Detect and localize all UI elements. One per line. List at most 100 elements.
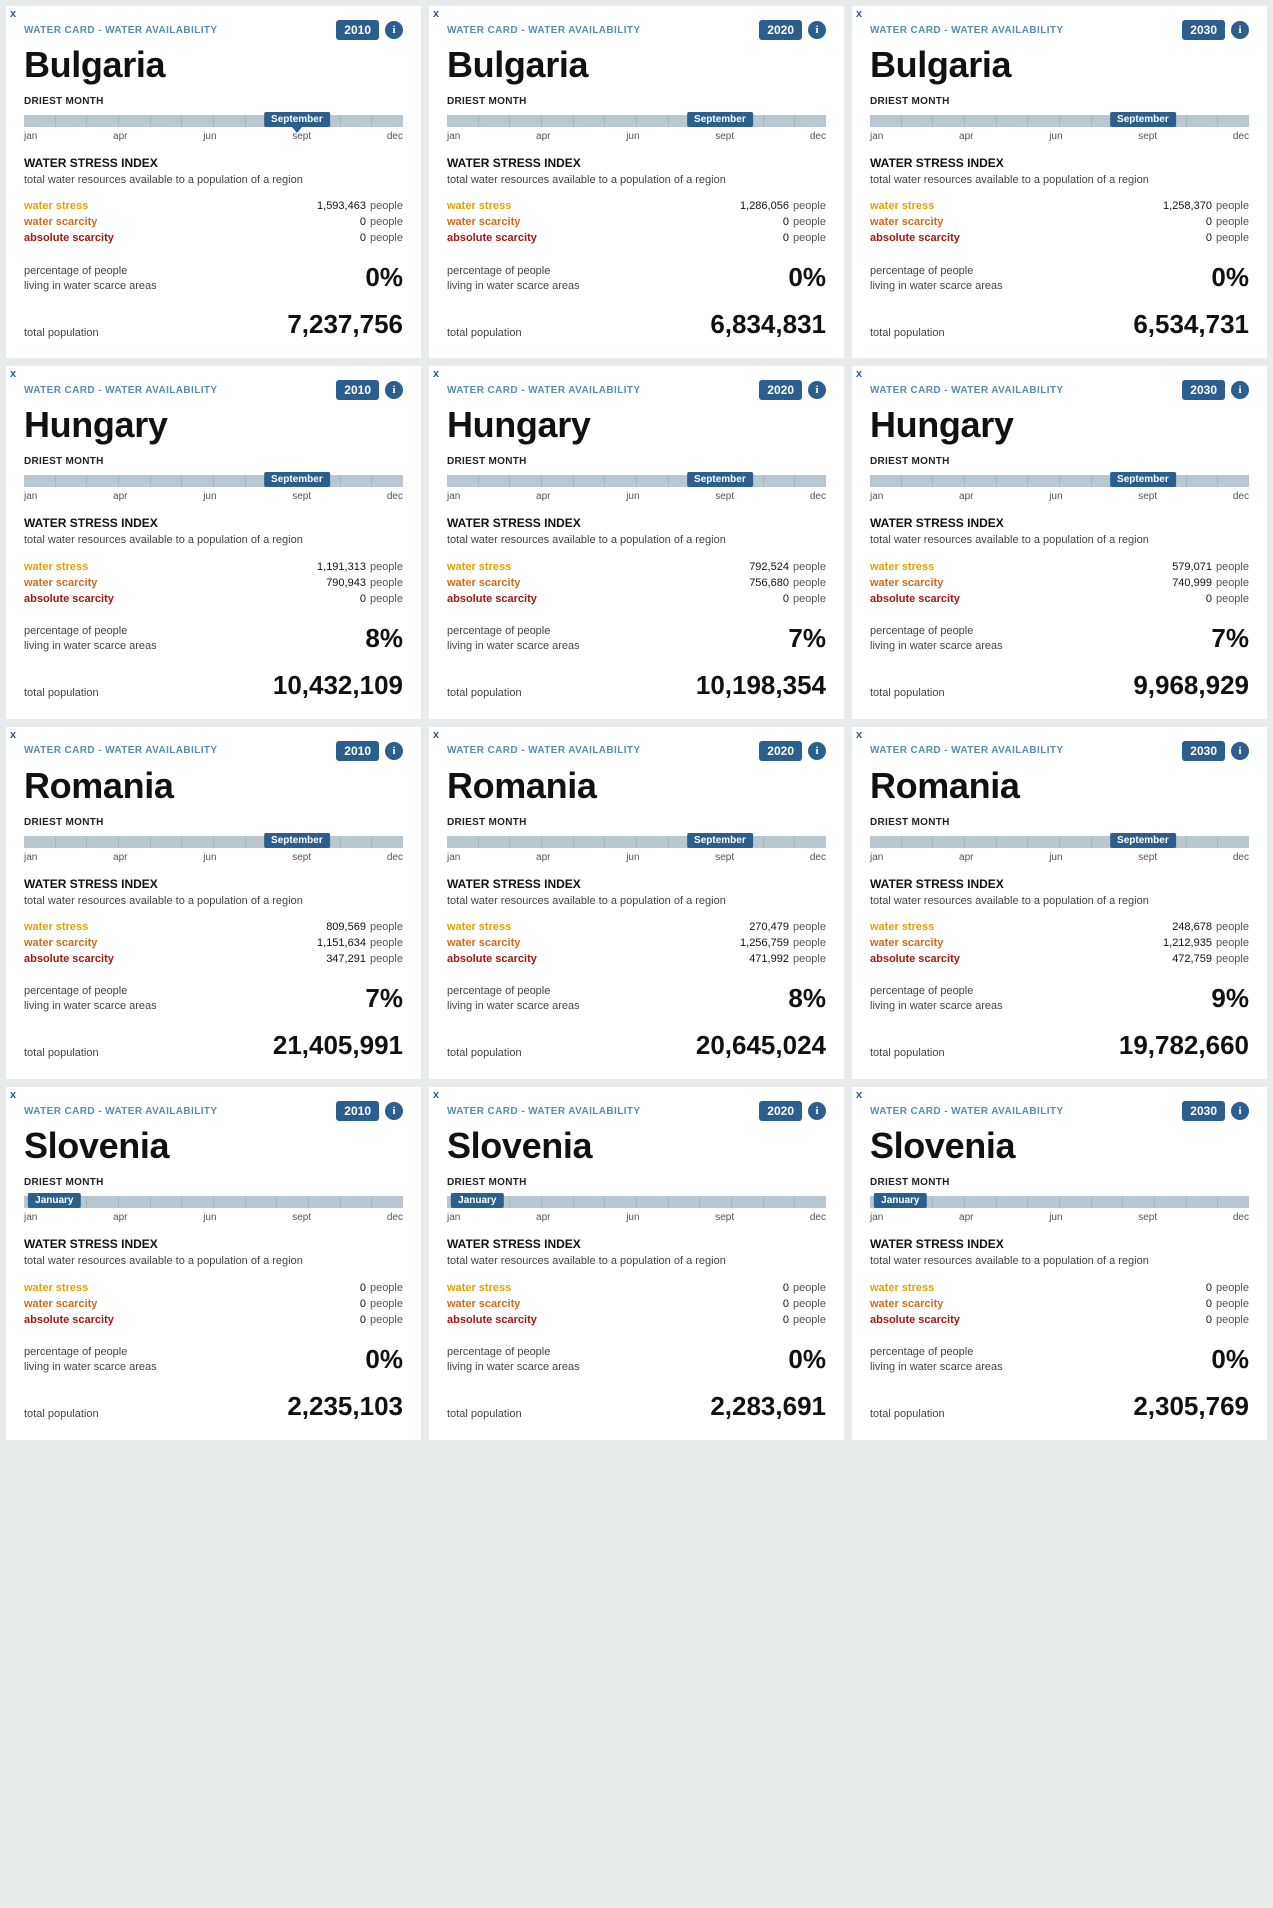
value-absolute-scarcity: 0 bbox=[644, 593, 793, 605]
close-icon[interactable]: x bbox=[856, 1089, 862, 1101]
value-water-scarcity: 0 bbox=[221, 1298, 370, 1310]
axis-tick: jun bbox=[1049, 852, 1062, 863]
water-card: x WATER CARD - WATER AVAILABILITY 2010 i… bbox=[6, 366, 421, 718]
percent-value: 7% bbox=[788, 623, 826, 654]
population-value: 6,834,831 bbox=[710, 309, 826, 340]
label-water-scarcity: water scarcity bbox=[24, 937, 221, 949]
driest-month-pill: September bbox=[264, 472, 330, 487]
value-absolute-scarcity: 0 bbox=[221, 232, 370, 244]
month-axis: jan apr jun sept dec bbox=[447, 491, 826, 502]
info-icon[interactable]: i bbox=[808, 381, 826, 399]
row-absolute-scarcity: absolute scarcity 0 people bbox=[24, 591, 403, 607]
timeline-marker-icon bbox=[292, 127, 302, 133]
year-badge: 2030 bbox=[1182, 20, 1225, 40]
unit-people: people bbox=[793, 953, 826, 965]
value-water-scarcity: 756,680 bbox=[644, 577, 793, 589]
info-icon[interactable]: i bbox=[808, 742, 826, 760]
population-value: 2,305,769 bbox=[1133, 1391, 1249, 1422]
breadcrumb: WATER CARD - WATER AVAILABILITY bbox=[870, 385, 1064, 396]
month-axis: jan apr jun sept dec bbox=[447, 1212, 826, 1223]
row-water-stress: water stress 270,479 people bbox=[447, 919, 826, 935]
row-absolute-scarcity: absolute scarcity 0 people bbox=[870, 230, 1249, 246]
close-icon[interactable]: x bbox=[10, 368, 16, 380]
month-timeline[interactable]: September bbox=[24, 836, 403, 848]
percent-label: percentage of people living in water sca… bbox=[870, 1345, 1003, 1375]
wsi-description: total water resources available to a pop… bbox=[447, 894, 796, 909]
unit-people: people bbox=[793, 1298, 826, 1310]
wsi-title: WATER STRESS INDEX bbox=[870, 156, 1249, 170]
close-icon[interactable]: x bbox=[433, 368, 439, 380]
info-icon[interactable]: i bbox=[1231, 1102, 1249, 1120]
label-water-stress: water stress bbox=[447, 200, 644, 212]
year-badge: 2010 bbox=[336, 20, 379, 40]
month-timeline[interactable]: September bbox=[870, 475, 1249, 487]
close-icon[interactable]: x bbox=[10, 8, 16, 20]
axis-tick: dec bbox=[387, 852, 403, 863]
axis-tick: jun bbox=[203, 131, 216, 142]
close-icon[interactable]: x bbox=[433, 729, 439, 741]
month-timeline[interactable]: September bbox=[447, 115, 826, 127]
axis-tick: jan bbox=[870, 1212, 883, 1223]
unit-people: people bbox=[370, 577, 403, 589]
label-absolute-scarcity: absolute scarcity bbox=[870, 1314, 1067, 1326]
value-water-scarcity: 1,256,759 bbox=[644, 937, 793, 949]
percent-label: percentage of people living in water sca… bbox=[24, 624, 157, 654]
value-water-scarcity: 0 bbox=[1067, 216, 1216, 228]
label-absolute-scarcity: absolute scarcity bbox=[24, 953, 221, 965]
country-title: Romania bbox=[447, 765, 826, 807]
month-axis: jan apr jun sept dec bbox=[447, 852, 826, 863]
info-icon[interactable]: i bbox=[1231, 742, 1249, 760]
unit-people: people bbox=[1216, 561, 1249, 573]
value-absolute-scarcity: 471,992 bbox=[644, 953, 793, 965]
month-axis: jan apr jun sept dec bbox=[447, 131, 826, 142]
month-timeline[interactable]: September bbox=[870, 836, 1249, 848]
year-badge: 2020 bbox=[759, 380, 802, 400]
close-icon[interactable]: x bbox=[433, 8, 439, 20]
row-water-stress: water stress 0 people bbox=[870, 1280, 1249, 1296]
info-icon[interactable]: i bbox=[385, 21, 403, 39]
year-badge: 2020 bbox=[759, 1101, 802, 1121]
percent-label: percentage of people living in water sca… bbox=[447, 984, 580, 1014]
month-timeline[interactable]: January bbox=[870, 1196, 1249, 1208]
percent-label: percentage of people living in water sca… bbox=[447, 624, 580, 654]
row-water-scarcity: water scarcity 1,212,935 people bbox=[870, 935, 1249, 951]
axis-tick: jun bbox=[626, 491, 639, 502]
info-icon[interactable]: i bbox=[808, 21, 826, 39]
axis-tick: apr bbox=[536, 852, 550, 863]
driest-month-label: DRIEST MONTH bbox=[24, 817, 403, 828]
info-icon[interactable]: i bbox=[808, 1102, 826, 1120]
month-timeline[interactable]: January bbox=[24, 1196, 403, 1208]
water-card: x WATER CARD - WATER AVAILABILITY 2020 i… bbox=[429, 6, 844, 358]
year-badge: 2030 bbox=[1182, 1101, 1225, 1121]
info-icon[interactable]: i bbox=[1231, 21, 1249, 39]
axis-tick: apr bbox=[113, 131, 127, 142]
info-icon[interactable]: i bbox=[1231, 381, 1249, 399]
month-timeline[interactable]: September bbox=[24, 115, 403, 127]
driest-month-pill: September bbox=[1110, 112, 1176, 127]
population-label: total population bbox=[447, 686, 522, 701]
close-icon[interactable]: x bbox=[856, 368, 862, 380]
label-water-stress: water stress bbox=[870, 1282, 1067, 1294]
close-icon[interactable]: x bbox=[10, 1089, 16, 1101]
label-absolute-scarcity: absolute scarcity bbox=[870, 593, 1067, 605]
axis-tick: apr bbox=[113, 1212, 127, 1223]
close-icon[interactable]: x bbox=[856, 729, 862, 741]
month-timeline[interactable]: September bbox=[447, 475, 826, 487]
axis-tick: dec bbox=[1233, 852, 1249, 863]
info-icon[interactable]: i bbox=[385, 381, 403, 399]
month-timeline[interactable]: September bbox=[447, 836, 826, 848]
info-icon[interactable]: i bbox=[385, 1102, 403, 1120]
month-timeline[interactable]: September bbox=[24, 475, 403, 487]
info-icon[interactable]: i bbox=[385, 742, 403, 760]
value-water-scarcity: 0 bbox=[644, 216, 793, 228]
month-axis: jan apr jun sept dec bbox=[870, 491, 1249, 502]
close-icon[interactable]: x bbox=[433, 1089, 439, 1101]
percent-value: 0% bbox=[1211, 262, 1249, 293]
month-timeline[interactable]: September bbox=[870, 115, 1249, 127]
unit-people: people bbox=[1216, 200, 1249, 212]
year-badge: 2010 bbox=[336, 741, 379, 761]
close-icon[interactable]: x bbox=[10, 729, 16, 741]
close-icon[interactable]: x bbox=[856, 8, 862, 20]
row-water-stress: water stress 0 people bbox=[24, 1280, 403, 1296]
month-timeline[interactable]: January bbox=[447, 1196, 826, 1208]
